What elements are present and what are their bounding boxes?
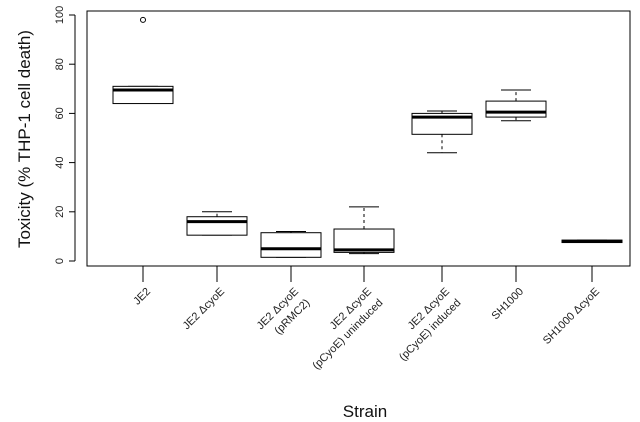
- box: [186, 216, 248, 236]
- box-group: [186, 211, 248, 236]
- x-tick-label: JE2: [131, 286, 153, 308]
- box: [260, 232, 322, 258]
- x-tick-label: JE2 ΔcyoE(pRMC2): [255, 286, 313, 337]
- y-axis-title: Toxicity (% THP-1 cell death): [15, 30, 34, 248]
- box-group: [411, 110, 473, 154]
- y-tick-label: 80: [54, 58, 66, 70]
- x-tick-label: SH1000 ΔcyoE: [541, 286, 602, 347]
- x-tick-label: JE2 ΔcyoE(pCyoE) uninduced: [310, 286, 385, 372]
- box-group: [485, 89, 547, 122]
- outlier-point: [140, 16, 146, 23]
- box-group: [112, 16, 174, 105]
- x-tick-label: JE2 ΔcyoE(pCyoE) induced: [397, 286, 463, 364]
- x-axis-title: Strain: [343, 402, 387, 421]
- y-tick-label: 100: [54, 6, 66, 24]
- y-tick-label: 60: [54, 107, 66, 119]
- y-tick-label: 40: [54, 156, 66, 168]
- x-tick-label: SH1000: [490, 286, 527, 323]
- box: [411, 112, 473, 135]
- box-group: [260, 230, 322, 258]
- box-group: [333, 206, 395, 255]
- box-group: [561, 239, 623, 244]
- plot-frame: [86, 10, 631, 267]
- y-tick-label: 20: [54, 206, 66, 218]
- box: [485, 100, 547, 118]
- x-tick-label-line: JE2: [131, 286, 153, 308]
- x-tick-label-line: SH1000: [490, 286, 527, 323]
- x-tick-label-line: SH1000 ΔcyoE: [541, 286, 602, 347]
- x-tick-label-line: JE2 ΔcyoE: [181, 286, 228, 333]
- y-axis: 0 20 40 60 80 100: [54, 6, 76, 264]
- y-tick-label: 0: [54, 258, 66, 264]
- box-series: [112, 16, 623, 258]
- x-tick-label: JE2 ΔcyoE: [181, 286, 228, 333]
- x-axis: JE2 JE2 ΔcyoE JE2 ΔcyoE(pRMC2) JE2 ΔcyoE(pC…: [131, 266, 602, 372]
- box: [333, 228, 395, 253]
